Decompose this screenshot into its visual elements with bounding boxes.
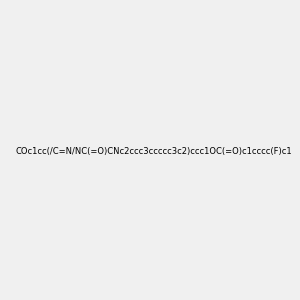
Text: COc1cc(/C=N/NC(=O)CNc2ccc3ccccc3c2)ccc1OC(=O)c1cccc(F)c1: COc1cc(/C=N/NC(=O)CNc2ccc3ccccc3c2)ccc1O… (15, 147, 292, 156)
